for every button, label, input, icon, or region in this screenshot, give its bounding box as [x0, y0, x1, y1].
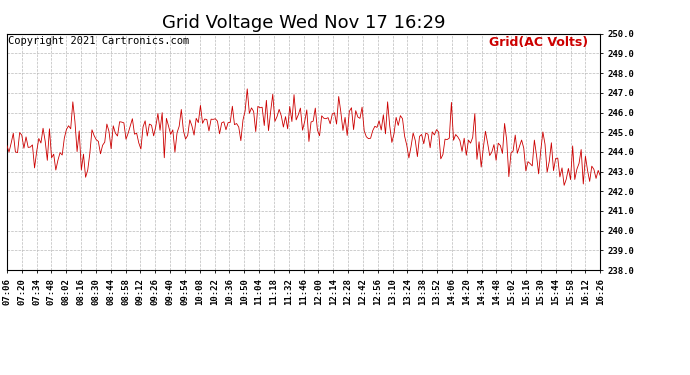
Text: Copyright 2021 Cartronics.com: Copyright 2021 Cartronics.com — [8, 36, 189, 46]
Text: Grid(AC Volts): Grid(AC Volts) — [489, 36, 589, 49]
Title: Grid Voltage Wed Nov 17 16:29: Grid Voltage Wed Nov 17 16:29 — [162, 14, 445, 32]
